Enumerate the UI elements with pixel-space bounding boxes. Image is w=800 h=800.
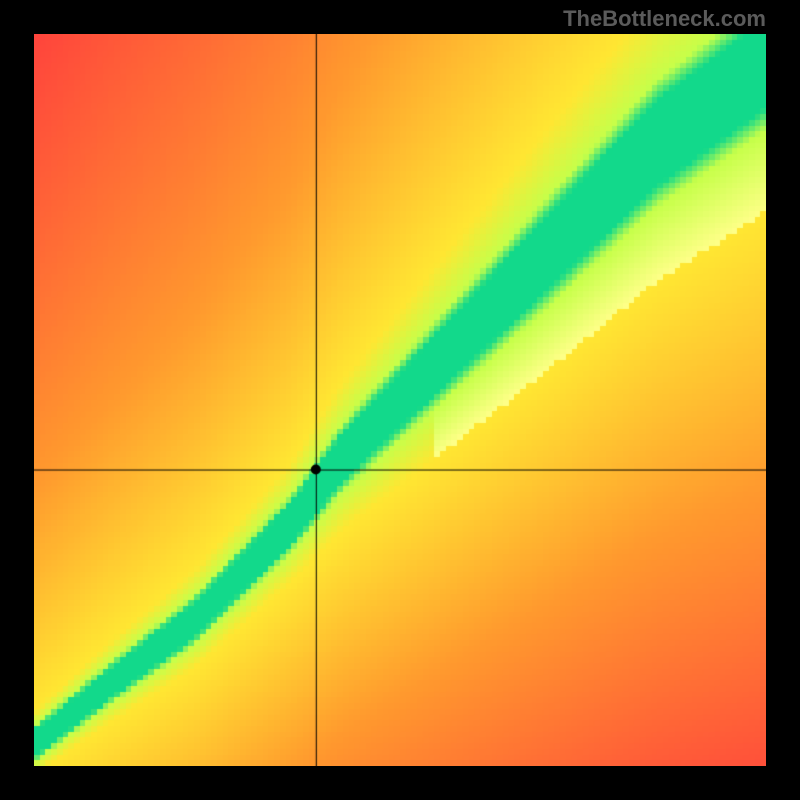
chart-frame: TheBottleneck.com <box>0 0 800 800</box>
watermark-text: TheBottleneck.com <box>563 6 766 32</box>
heatmap-canvas <box>34 34 766 766</box>
